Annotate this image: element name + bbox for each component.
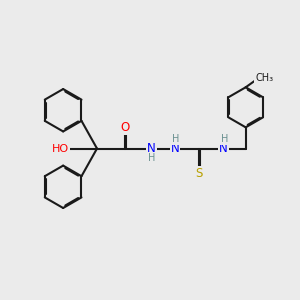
Text: N: N <box>147 142 156 155</box>
Text: N: N <box>219 142 228 155</box>
Text: O: O <box>120 121 130 134</box>
Text: S: S <box>195 167 202 180</box>
Text: CH₃: CH₃ <box>255 74 273 83</box>
Text: H: H <box>172 134 179 144</box>
Text: H: H <box>148 153 155 163</box>
Text: HO: HO <box>52 143 69 154</box>
Text: H: H <box>220 134 228 144</box>
Text: N: N <box>171 142 179 155</box>
